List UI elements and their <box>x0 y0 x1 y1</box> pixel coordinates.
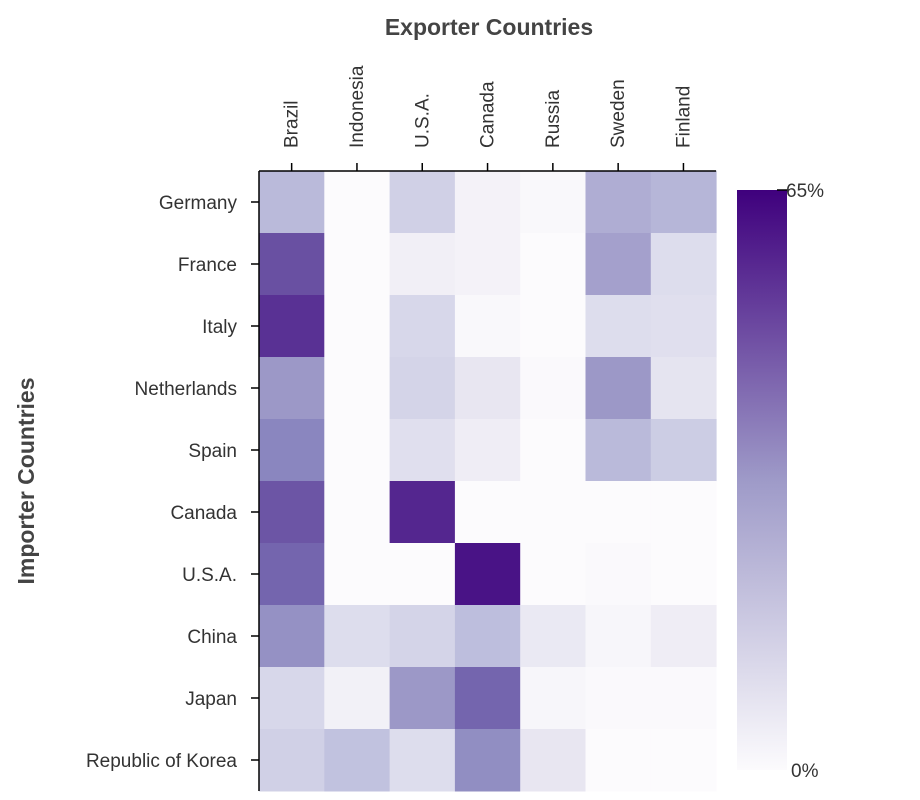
y-tick-label: Italy <box>202 317 237 338</box>
heatmap-cell <box>650 605 717 668</box>
heatmap-cell <box>324 729 391 792</box>
heatmap-cell <box>520 171 586 234</box>
heatmap-cell <box>259 729 325 792</box>
heatmap-cell <box>650 233 717 296</box>
heatmap-cell <box>324 605 391 668</box>
x-tick-label: Finland <box>673 86 694 148</box>
heatmap-cell <box>259 481 325 544</box>
y-tick-label: U.S.A. <box>182 565 237 586</box>
heatmap-cell <box>389 295 456 358</box>
heatmap-cell <box>520 543 586 606</box>
legend-gradient-bar <box>737 190 787 770</box>
x-tick-label: U.S.A. <box>412 93 433 148</box>
heatmap-cell <box>650 729 717 792</box>
heatmap-cell <box>389 171 456 234</box>
heatmap-cell <box>324 543 391 606</box>
heatmap-cell <box>324 481 391 544</box>
heatmap-cell <box>454 357 521 420</box>
heatmap-cell <box>520 357 586 420</box>
heatmap-cell <box>520 481 586 544</box>
y-tick-label: China <box>187 627 237 648</box>
heatmap-cell <box>324 171 391 234</box>
heatmap-cell <box>389 543 456 606</box>
x-axis-title: Exporter Countries <box>385 14 593 40</box>
heatmap-cell <box>454 295 521 358</box>
y-axis-title: Importer Countries <box>13 377 39 584</box>
heatmap-cell <box>259 543 325 606</box>
heatmap-cell <box>389 667 456 730</box>
y-tick-label: Republic of Korea <box>86 751 237 772</box>
heatmap-cell <box>650 419 717 482</box>
legend-max-label: 65% <box>786 181 824 202</box>
heatmap-cell <box>454 171 521 234</box>
heatmap-cell <box>650 295 717 358</box>
heatmap-cell <box>520 419 586 482</box>
heatmap-cell <box>324 295 391 358</box>
x-tick-label: Sweden <box>608 79 629 148</box>
heatmap-cell <box>389 233 456 296</box>
heatmap-cell <box>585 667 652 730</box>
heatmap-cell <box>389 481 456 544</box>
y-axis: Germany France Italy Netherlands Spain Canada… <box>86 171 260 791</box>
heatmap-cell <box>454 729 521 792</box>
heatmap-cell <box>585 295 652 358</box>
heatmap-cells <box>259 171 717 792</box>
legend-min-label: 0% <box>791 761 819 782</box>
y-tick-label: France <box>178 255 237 276</box>
heatmap-cell <box>389 419 456 482</box>
heatmap-cell <box>259 171 325 234</box>
heatmap-cell <box>585 419 652 482</box>
heatmap-cell <box>454 233 521 296</box>
y-tick-label: Spain <box>188 441 237 462</box>
heatmap-cell <box>585 481 652 544</box>
heatmap-cell <box>650 481 717 544</box>
y-tick-label: Germany <box>159 193 238 214</box>
heatmap-cell <box>585 729 652 792</box>
x-tick-label: Brazil <box>282 100 303 148</box>
heatmap-cell <box>520 729 586 792</box>
heatmap-cell <box>259 419 325 482</box>
heatmap-cell <box>585 171 652 234</box>
color-legend: 65% 0% <box>737 181 824 782</box>
y-tick-label: Japan <box>185 689 237 710</box>
heatmap-cell <box>650 667 717 730</box>
heatmap-cell <box>650 171 717 234</box>
heatmap-cell <box>259 605 325 668</box>
heatmap-cell <box>454 605 521 668</box>
x-tick-label: Indonesia <box>347 65 368 148</box>
y-tick-label: Netherlands <box>135 379 237 400</box>
heatmap-cell <box>650 357 717 420</box>
heatmap-cell <box>259 233 325 296</box>
heatmap-cell <box>520 295 586 358</box>
heatmap-cell <box>454 667 521 730</box>
heatmap-cell <box>520 667 586 730</box>
heatmap-cell <box>324 419 391 482</box>
heatmap-cell <box>259 295 325 358</box>
heatmap-cell <box>585 543 652 606</box>
heatmap-cell <box>389 357 456 420</box>
heatmap-cell <box>324 667 391 730</box>
heatmap-cell <box>324 357 391 420</box>
heatmap-cell <box>454 543 521 606</box>
x-axis: Brazil Indonesia U.S.A. Canada Russia Sweden F… <box>259 65 717 172</box>
heatmap-cell <box>389 729 456 792</box>
heatmap-cell <box>650 543 717 606</box>
heatmap-cell <box>520 605 586 668</box>
x-tick-label: Russia <box>543 89 564 148</box>
heatmap-cell <box>585 233 652 296</box>
heatmap-cell <box>389 605 456 668</box>
y-tick-label: Canada <box>170 503 237 524</box>
heatmap-cell <box>454 419 521 482</box>
heatmap-cell <box>324 233 391 296</box>
heatmap-cell <box>259 667 325 730</box>
heatmap-cell <box>585 357 652 420</box>
heatmap-cell <box>520 233 586 296</box>
heatmap-cell <box>585 605 652 668</box>
heatmap-cell <box>454 481 521 544</box>
x-tick-label: Canada <box>478 81 499 148</box>
heatmap-cell <box>259 357 325 420</box>
